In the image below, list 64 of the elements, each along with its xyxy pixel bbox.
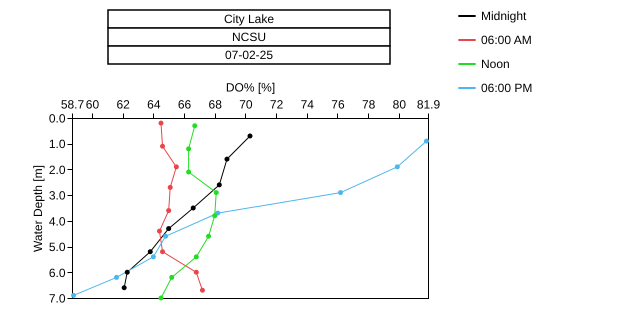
point: [163, 234, 168, 239]
point: [168, 184, 173, 190]
point: [214, 190, 219, 196]
point: [169, 274, 174, 280]
y-tick-label: 6.0: [48, 266, 66, 280]
point: [158, 296, 164, 300]
y-tick-label: 3.0: [48, 188, 66, 203]
y-tick-label: 7.0: [48, 292, 66, 306]
point: [122, 285, 127, 290]
x-tick-label: 66: [178, 98, 192, 112]
text: 07-02-25: [224, 48, 274, 62]
x-tick-label: 80: [392, 98, 406, 112]
point: [224, 156, 230, 162]
point: [200, 288, 205, 293]
legend-label: 06:00 PM: [481, 81, 532, 95]
point: [174, 164, 179, 170]
point: [114, 274, 119, 280]
point: [160, 144, 166, 149]
x-tick-label: 58.7: [60, 98, 84, 112]
point: [190, 206, 196, 210]
point: [166, 208, 172, 214]
point: [166, 226, 172, 232]
x-tick-label: 62: [116, 98, 130, 112]
point: [212, 213, 218, 218]
point: [158, 120, 164, 126]
point: [124, 270, 130, 275]
point: [192, 123, 198, 128]
point: [194, 254, 199, 260]
x-tick-label: 70: [239, 98, 253, 112]
legend-label: 06:00 AM: [481, 33, 532, 47]
point: [160, 249, 166, 254]
y-axis-title: Water Depth [m]: [30, 165, 45, 252]
x-tick-label: 76: [331, 98, 345, 112]
point: [338, 190, 344, 196]
point: [150, 254, 156, 260]
point: [216, 182, 222, 188]
x-tick-label: 60: [86, 98, 100, 112]
y-tick-label: 0.0: [48, 112, 66, 126]
legend-label: Midnight: [481, 9, 528, 23]
point: [148, 249, 153, 254]
x-tick-label: 72: [270, 98, 284, 112]
point: [248, 134, 252, 138]
x-tick-label: 81.9: [416, 98, 440, 112]
point: [71, 292, 76, 298]
x-tick-label: 74: [300, 98, 314, 112]
point: [156, 228, 162, 234]
point: [194, 270, 199, 275]
y-tick-label: 5.0: [48, 240, 66, 254]
point: [186, 146, 192, 152]
point: [215, 210, 220, 216]
point: [424, 138, 429, 144]
x-tick-label: 78: [362, 98, 376, 112]
y-tick-label: 2.0: [48, 162, 66, 177]
legend-label: Noon: [481, 57, 510, 71]
chart-subtitle: NCSU: [232, 30, 266, 44]
x-tick-label: 64: [147, 98, 161, 112]
point: [186, 170, 192, 174]
x-axis-title: DO% [%]: [226, 80, 276, 94]
y-tick-label: 1.0: [48, 137, 66, 152]
point: [206, 234, 212, 239]
x-tick-label: 68: [208, 98, 222, 112]
chart-title: City Lake: [224, 12, 274, 26]
y-tick-label: 4.0: [48, 214, 66, 228]
point: [394, 164, 400, 170]
